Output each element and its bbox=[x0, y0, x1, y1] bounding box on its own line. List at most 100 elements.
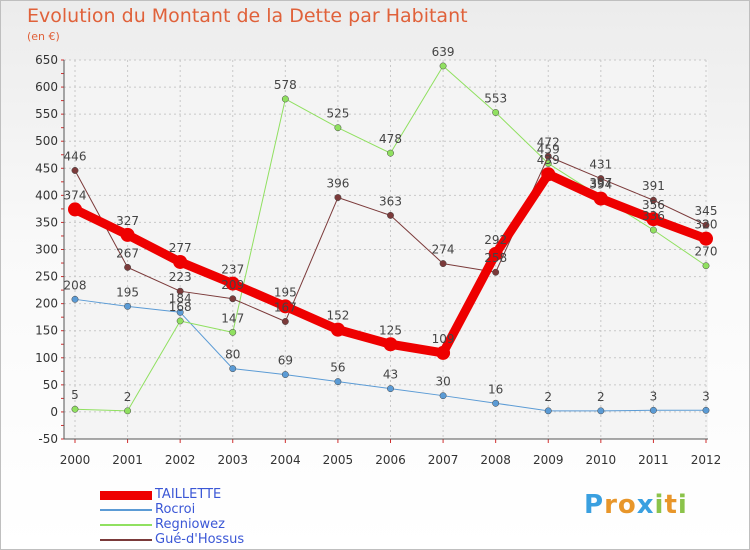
data-point-0 bbox=[699, 231, 713, 246]
data-label: 472 bbox=[537, 135, 560, 149]
logo-letter: r bbox=[604, 490, 618, 520]
data-point-2 bbox=[124, 407, 132, 415]
data-point-3 bbox=[229, 295, 237, 303]
data-point-2 bbox=[71, 405, 79, 413]
logo-letter: x bbox=[636, 490, 655, 520]
data-label: 237 bbox=[221, 263, 244, 277]
y-tick-label: 500 bbox=[35, 134, 58, 148]
data-label: 277 bbox=[169, 241, 192, 255]
data-label: 208 bbox=[64, 278, 87, 292]
legend-label: Gué-d'Hossus bbox=[155, 532, 245, 547]
y-tick-label: 650 bbox=[35, 53, 58, 67]
data-point-0 bbox=[330, 322, 345, 337]
data-point-0 bbox=[225, 276, 240, 291]
data-point-2 bbox=[492, 109, 500, 116]
x-tick-label: 2007 bbox=[428, 453, 459, 467]
data-point-3 bbox=[492, 268, 500, 276]
data-point-3 bbox=[124, 263, 132, 271]
data-point-0 bbox=[488, 246, 503, 261]
data-label: 2 bbox=[597, 390, 605, 404]
data-label: 431 bbox=[589, 158, 612, 172]
data-label: 2 bbox=[544, 390, 552, 404]
data-point-3 bbox=[702, 221, 710, 229]
data-label: 525 bbox=[326, 107, 349, 121]
data-label: 3 bbox=[650, 389, 658, 403]
data-label: 391 bbox=[642, 179, 665, 193]
data-point-0 bbox=[383, 337, 398, 352]
legend-label: Regniowez bbox=[155, 517, 225, 532]
chart-unit-label: (en €) bbox=[27, 30, 60, 43]
x-tick-label: 2002 bbox=[165, 453, 196, 467]
x-tick-label: 2011 bbox=[638, 453, 669, 467]
data-point-3 bbox=[281, 318, 289, 325]
y-tick-label: 400 bbox=[35, 188, 58, 202]
data-label: 292 bbox=[484, 233, 507, 247]
data-point-0 bbox=[68, 202, 82, 217]
data-point-2 bbox=[334, 124, 342, 132]
y-tick-label: 300 bbox=[35, 243, 58, 257]
data-point-3 bbox=[649, 196, 657, 204]
x-tick-label: 2003 bbox=[217, 453, 248, 467]
y-tick-label: 600 bbox=[35, 80, 58, 94]
logo-letter: t bbox=[664, 490, 678, 520]
data-point-3 bbox=[176, 287, 184, 295]
y-tick-label: 0 bbox=[50, 405, 58, 419]
data-label: 3 bbox=[702, 389, 710, 403]
data-label: 168 bbox=[169, 300, 192, 314]
data-point-2 bbox=[176, 317, 184, 325]
data-point-1 bbox=[229, 365, 237, 373]
data-label: 195 bbox=[274, 285, 297, 299]
y-tick-label: -50 bbox=[38, 432, 58, 446]
data-point-3 bbox=[439, 260, 447, 268]
legend-swatch bbox=[100, 491, 152, 500]
data-label: 478 bbox=[379, 132, 402, 146]
data-label: 267 bbox=[116, 246, 139, 260]
x-tick-label: 2009 bbox=[533, 453, 564, 467]
data-label: 223 bbox=[169, 270, 192, 284]
x-tick-label: 2000 bbox=[60, 453, 91, 467]
data-label: 184 bbox=[169, 291, 192, 305]
proxiti-logo: Proxiti bbox=[584, 490, 688, 520]
data-label: 5 bbox=[71, 388, 79, 402]
data-label: 578 bbox=[274, 78, 297, 92]
data-point-1 bbox=[439, 392, 447, 400]
logo-letter: o bbox=[617, 490, 637, 520]
data-label: 147 bbox=[221, 311, 244, 325]
x-tick-label: 2001 bbox=[112, 453, 143, 467]
data-label: 274 bbox=[432, 243, 455, 257]
data-label: 16 bbox=[488, 382, 503, 396]
x-tick-label: 2008 bbox=[480, 453, 511, 467]
data-point-1 bbox=[281, 371, 289, 379]
data-label: 363 bbox=[379, 194, 402, 208]
y-tick-label: 200 bbox=[35, 297, 58, 311]
logo-letter: i bbox=[677, 490, 688, 520]
data-label: 394 bbox=[589, 178, 612, 192]
data-label: 56 bbox=[330, 361, 345, 375]
data-label: 125 bbox=[379, 323, 402, 337]
data-point-0 bbox=[436, 345, 451, 360]
y-tick-label: 550 bbox=[35, 107, 58, 121]
data-label: 336 bbox=[642, 209, 665, 223]
data-label: 69 bbox=[278, 354, 293, 368]
data-point-0 bbox=[593, 191, 608, 206]
logo-letter: i bbox=[654, 490, 665, 520]
data-point-2 bbox=[387, 149, 394, 157]
y-tick-label: 100 bbox=[35, 351, 58, 365]
logo-letter: P bbox=[584, 490, 605, 520]
legend-label: TAILLETTE bbox=[155, 487, 222, 502]
data-point-3 bbox=[597, 175, 605, 183]
data-point-0 bbox=[646, 212, 661, 227]
data-point-1 bbox=[597, 407, 605, 415]
data-label: 396 bbox=[326, 177, 349, 191]
data-label: 439 bbox=[537, 153, 560, 167]
data-point-2 bbox=[649, 226, 657, 234]
data-label: 270 bbox=[695, 245, 718, 259]
data-label: 397 bbox=[589, 176, 612, 190]
data-point-2 bbox=[281, 95, 289, 103]
x-tick-label: 2004 bbox=[270, 453, 301, 467]
data-label: 639 bbox=[432, 45, 455, 59]
data-label: 2 bbox=[124, 390, 132, 404]
data-label: 446 bbox=[64, 149, 87, 163]
data-point-1 bbox=[71, 295, 79, 303]
y-tick-label: 350 bbox=[35, 215, 58, 229]
